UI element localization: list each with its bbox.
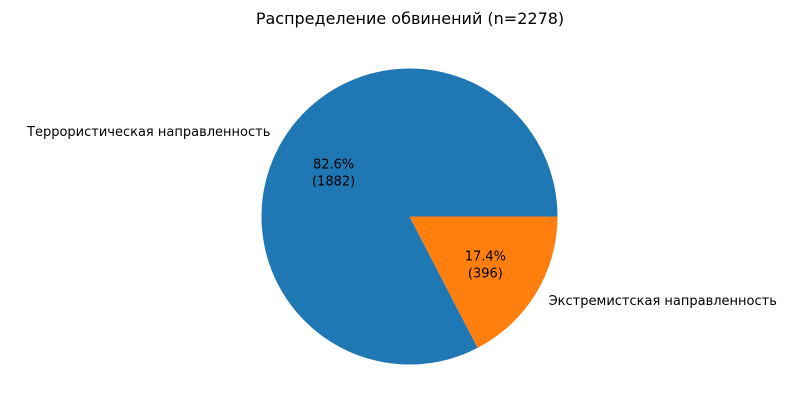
slice-percent-terror: 82.6% — [313, 157, 354, 172]
pie-slice-1 — [409, 216, 558, 348]
slice-count-terror: (1882) — [312, 174, 355, 189]
slice-label-terror: Террористическая направленность — [26, 125, 270, 140]
chart-title: Распределение обвинений (n=2278) — [256, 9, 564, 28]
slice-count-extrem: (396) — [468, 267, 503, 282]
slice-label-extrem: Экстремистская направленность — [549, 294, 777, 309]
pie-slices — [261, 68, 558, 365]
slice-percent-extrem: 17.4% — [465, 250, 506, 265]
